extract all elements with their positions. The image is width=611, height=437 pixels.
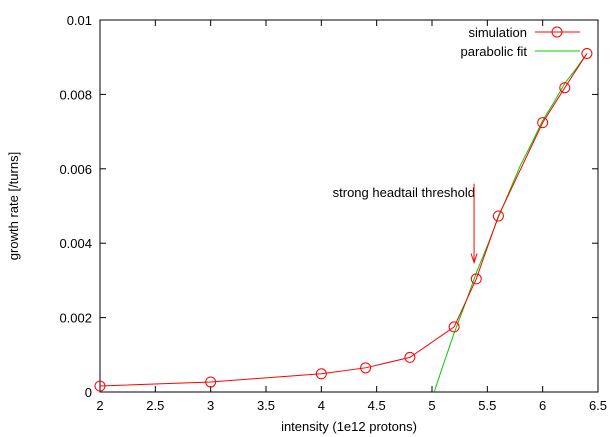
data-point-simulation: [559, 82, 571, 94]
legend-sample-simulation: [535, 26, 580, 38]
y-tick-label: 0.002: [59, 311, 92, 326]
data-point-simulation: [470, 273, 482, 285]
series-layer: [94, 47, 593, 393]
plot-border: [99, 19, 599, 393]
y-axis-ticks: 0 0.002 0.004 0.006 0.008 0.01: [59, 13, 598, 400]
data-point-simulation: [404, 351, 416, 363]
legend-label-simulation: simulation: [468, 25, 527, 40]
y-tick-label: 0.01: [67, 13, 92, 28]
x-tick-label: 3.5: [257, 398, 275, 413]
plot-frame: [99, 19, 599, 393]
y-tick-label: 0.006: [59, 162, 92, 177]
legend-label-parabolic-fit: parabolic fit: [461, 44, 528, 59]
x-axis-ticks: 2 2.5 3 3.5 4 4.5 5 5.5 6 6.5: [96, 20, 607, 413]
data-point-simulation: [448, 321, 460, 333]
data-point-simulation: [537, 117, 549, 129]
x-tick-label: 3: [207, 398, 214, 413]
data-point-simulation: [94, 380, 106, 392]
x-tick-label: 6.5: [589, 398, 607, 413]
data-point-simulation: [492, 210, 504, 222]
data-point-simulation: [205, 376, 217, 388]
annotation-layer: strong headtail threshold: [333, 183, 478, 265]
legend: simulation parabolic fit: [461, 25, 580, 59]
annotation-threshold-label: strong headtail threshold: [333, 185, 475, 200]
x-axis-title: intensity (1e12 protons): [281, 419, 417, 434]
y-axis-title: growth rate [/turns]: [6, 152, 21, 260]
x-tick-label: 5.5: [478, 398, 496, 413]
x-tick-label: 4: [318, 398, 325, 413]
series-line-simulation: [99, 53, 588, 387]
annotation-arrow-head: [470, 253, 478, 265]
x-tick-label: 2.5: [146, 398, 164, 413]
data-point-simulation: [360, 362, 372, 374]
x-tick-label: 2: [96, 398, 103, 413]
y-tick-label: 0.008: [59, 87, 92, 102]
y-tick-label: 0: [85, 385, 92, 400]
series-line-parabolic-fit: [433, 53, 588, 393]
legend-marker-simulation: [551, 26, 563, 38]
x-tick-label: 5: [428, 398, 435, 413]
y-tick-label: 0.004: [59, 236, 92, 251]
data-point-simulation: [315, 368, 327, 380]
x-tick-label: 6: [539, 398, 546, 413]
x-tick-label: 4.5: [368, 398, 386, 413]
data-point-simulation: [581, 47, 593, 59]
